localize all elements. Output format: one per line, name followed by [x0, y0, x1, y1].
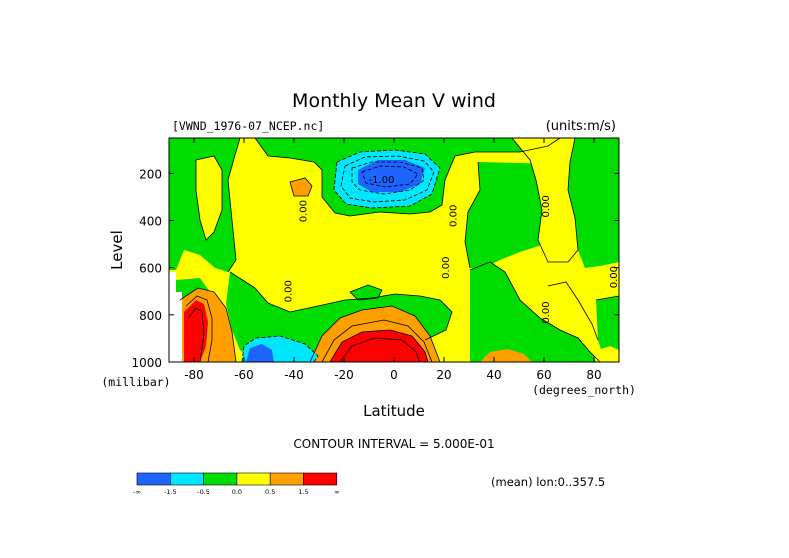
contour-line: [185, 295, 213, 362]
fill-green-blob-mid: [350, 285, 382, 300]
fill-green-north: [568, 138, 619, 268]
fill-yellow-se-corner: [592, 346, 619, 362]
legend-swatch: [236, 472, 271, 486]
x-tick-label: -40: [284, 368, 304, 382]
fill-green-right-lower: [596, 296, 619, 362]
contour-line: [289, 177, 313, 197]
contour-line: [254, 138, 561, 217]
x-tick-label: 0: [390, 368, 398, 382]
contour-line: [351, 161, 425, 195]
legend-swatch: [136, 472, 171, 486]
y-tick-label: 200: [139, 167, 162, 181]
x-tick-label: -20: [334, 368, 354, 382]
contour-line: [595, 295, 619, 301]
fill-blue-lower: [246, 344, 274, 362]
x-tick-label: -80: [184, 368, 204, 382]
contour-line: [469, 261, 601, 362]
legend-tick-label: 1.5: [298, 488, 308, 496]
color-legend: -∞ -1.5 -0.5 0.0 0.5 1.5 ∞: [133, 472, 340, 496]
fill-yellow-west-column: [196, 156, 222, 240]
legend-tick-label: -0.5: [197, 488, 210, 496]
contour-line: [195, 155, 223, 241]
x-tick-label: 60: [536, 368, 551, 382]
legend-tick-label: ∞: [334, 488, 339, 496]
contour-interval-text: CONTOUR INTERVAL = 5.000E-01: [293, 437, 494, 451]
x-tick-label: 40: [486, 368, 501, 382]
contour-label: 0.00: [449, 205, 460, 227]
y-axis-label: Level: [108, 230, 126, 270]
fill-yellow-lower-right: [548, 282, 598, 340]
contour-line: [349, 284, 383, 301]
legend-swatch: [203, 472, 238, 486]
units-label: (units:m/s): [546, 119, 616, 134]
contour-label: 0.00: [609, 266, 620, 288]
contour-line: [227, 138, 241, 273]
contour-line: [229, 271, 453, 341]
y-tick-label: 400: [139, 215, 162, 229]
y-unit-label: (millibar): [101, 375, 170, 389]
fill-yellow-east-column: [512, 138, 578, 262]
x-axis-label: Latitude: [363, 402, 425, 420]
contour-line: [321, 319, 433, 362]
dataset-label: [VWND_1976-07_NCEP.nc]: [172, 119, 324, 133]
fill-green-south-right: [470, 262, 600, 362]
contour-line: [187, 307, 205, 362]
x-tick-label: 20: [436, 368, 451, 382]
contour-line: [464, 161, 481, 269]
contour-labels: -1.00 0.00 0.00 0.00 0.00 0.00 0.00 0.00: [284, 175, 621, 324]
contour-line: [329, 329, 429, 362]
y-tick-label: 800: [139, 309, 162, 323]
averaging-text: (mean) lon:0..357.5: [491, 475, 605, 489]
legend-swatch: [170, 472, 204, 486]
x-tick-label: -60: [234, 368, 254, 382]
fill-orange-north-low: [480, 349, 532, 362]
fill-orange-south-mid: [290, 178, 312, 196]
contour-label: 0.00: [541, 195, 552, 217]
legend-tick-label: -∞: [133, 488, 141, 496]
y-tick-label: 1000: [131, 356, 162, 370]
x-axis-ticks: -80 -60 -40 -20 0 20 40 60 80: [184, 138, 602, 382]
legend-tick-label: -1.5: [164, 488, 177, 496]
contour-label: 0.00: [284, 280, 295, 302]
x-unit-label: (degrees_north): [532, 383, 636, 397]
contour-line: [241, 335, 319, 362]
legend-tick-label: 0.0: [232, 488, 242, 496]
x-tick-label: 80: [586, 368, 601, 382]
missing-data-block: [176, 292, 182, 362]
fill-red-cross-equatorial: [330, 330, 428, 362]
contour-line: [511, 138, 579, 263]
legend-swatch: [303, 472, 338, 486]
contour-line: [309, 305, 441, 362]
contour-line: [339, 337, 421, 362]
contour-label: 0.00: [541, 301, 552, 323]
contour-field: [169, 138, 619, 362]
missing-data-block: [169, 272, 176, 362]
contour-label: 0.00: [441, 257, 452, 279]
fill-green-mid-right: [465, 162, 560, 268]
contour-label: -1.00: [369, 175, 395, 186]
chart-title: Monthly Mean V wind: [292, 90, 496, 112]
contour-line: [179, 287, 237, 362]
legend-tick-label: 0.5: [265, 488, 275, 496]
y-axis-ticks: 200 400 600 800 1000: [131, 167, 619, 370]
contour-line: [547, 281, 599, 341]
y-tick-label: 600: [139, 262, 162, 276]
contour-line: [340, 155, 435, 203]
contour-label: 0.00: [299, 200, 310, 222]
contour-line: [333, 149, 441, 209]
legend-swatch: [269, 472, 304, 486]
